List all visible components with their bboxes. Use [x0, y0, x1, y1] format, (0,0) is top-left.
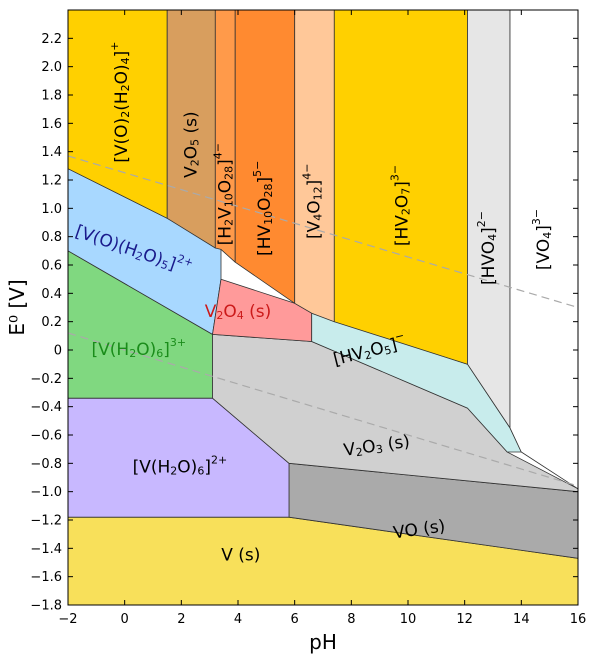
region-label-2: [H2V10O28]4− — [211, 143, 235, 245]
plot-frame — [67, 9, 579, 606]
reference-line-1 — [67, 332, 579, 487]
region-label-5: [HV2O7]3− — [388, 165, 412, 246]
region-label-9: V2O4 (s) — [205, 302, 272, 322]
region-label-15: V (s) — [221, 545, 260, 565]
x-tick-label: 8 — [347, 612, 355, 627]
x-tick-label: 12 — [456, 612, 473, 627]
x-tick-label: 2 — [177, 612, 185, 627]
x-tick-label: 0 — [121, 612, 129, 627]
region-label-7: [VO4]3− — [530, 209, 554, 270]
reference-line-0 — [67, 155, 579, 309]
y-tick-label: 0.2 — [41, 315, 62, 330]
y-tick-label: 2.2 — [41, 32, 62, 47]
x-tick-label: 14 — [513, 612, 530, 627]
y-tick-label: 1.8 — [41, 89, 62, 104]
x-tick-label: −2 — [58, 612, 77, 627]
y-tick-label: −0.6 — [30, 429, 62, 444]
regions-group — [67, 9, 579, 606]
y-tick-label: 1.6 — [41, 117, 62, 132]
y-axis-title: E⁰ [V] — [5, 279, 29, 335]
x-axis-ticks: −2 0 2 4 6 8 10 12 14 16 — [58, 10, 586, 627]
x-tick-label: 16 — [570, 612, 587, 627]
y-tick-label: 0.6 — [41, 259, 62, 274]
y-tick-label: 0 — [54, 344, 62, 359]
region-11 — [234, 9, 296, 304]
reference-lines-group — [67, 155, 579, 487]
y-tick-label: 2.0 — [41, 60, 62, 75]
y-tick-label: 0.8 — [41, 230, 62, 245]
region-label-4: [V4O12]4− — [301, 164, 325, 240]
y-tick-label: 0.4 — [41, 287, 62, 302]
y-tick-label: −1.2 — [30, 514, 62, 529]
region-label-12: V2O3 (s) — [342, 432, 411, 461]
y-tick-label: −0.2 — [30, 372, 62, 387]
x-tick-label: 6 — [291, 612, 299, 627]
x-axis-title: pH — [309, 630, 337, 654]
region-label-1: V2O5 (s) — [181, 111, 201, 178]
y-axis-ticks: −1.8 −1.6 −1.4 −1.2 −1.0 −0.8 −0.6 −0.4 −0.2 0 0.2… — [30, 32, 578, 614]
region-label-13: [V(H2O)6]2+ — [133, 454, 228, 478]
region-label-0: [V(O)2(H2O)4]+ — [108, 41, 132, 162]
y-tick-label: −1.8 — [30, 599, 62, 614]
y-tick-label: 1.4 — [41, 145, 62, 160]
region-label-10: [V(H2O)6]3+ — [92, 336, 187, 360]
y-tick-label: −1.6 — [30, 570, 62, 585]
region-label-3: [HV10O28]5− — [251, 161, 275, 256]
x-tick-label: 10 — [400, 612, 417, 627]
y-tick-label: 1.0 — [41, 202, 62, 217]
y-tick-label: 1.2 — [41, 174, 62, 189]
y-tick-label: −0.8 — [30, 457, 62, 472]
y-tick-label: −1.4 — [30, 542, 62, 557]
y-tick-label: −0.4 — [30, 400, 62, 415]
x-tick-label: 4 — [234, 612, 242, 627]
region-labels-group: [V(O)2(H2O)4]+ V2O5 (s) [H2V10O28]4− [HV10O… — [73, 41, 554, 565]
region-label-6: [HVO4]2− — [475, 211, 499, 285]
y-tick-label: −1.0 — [30, 485, 62, 500]
